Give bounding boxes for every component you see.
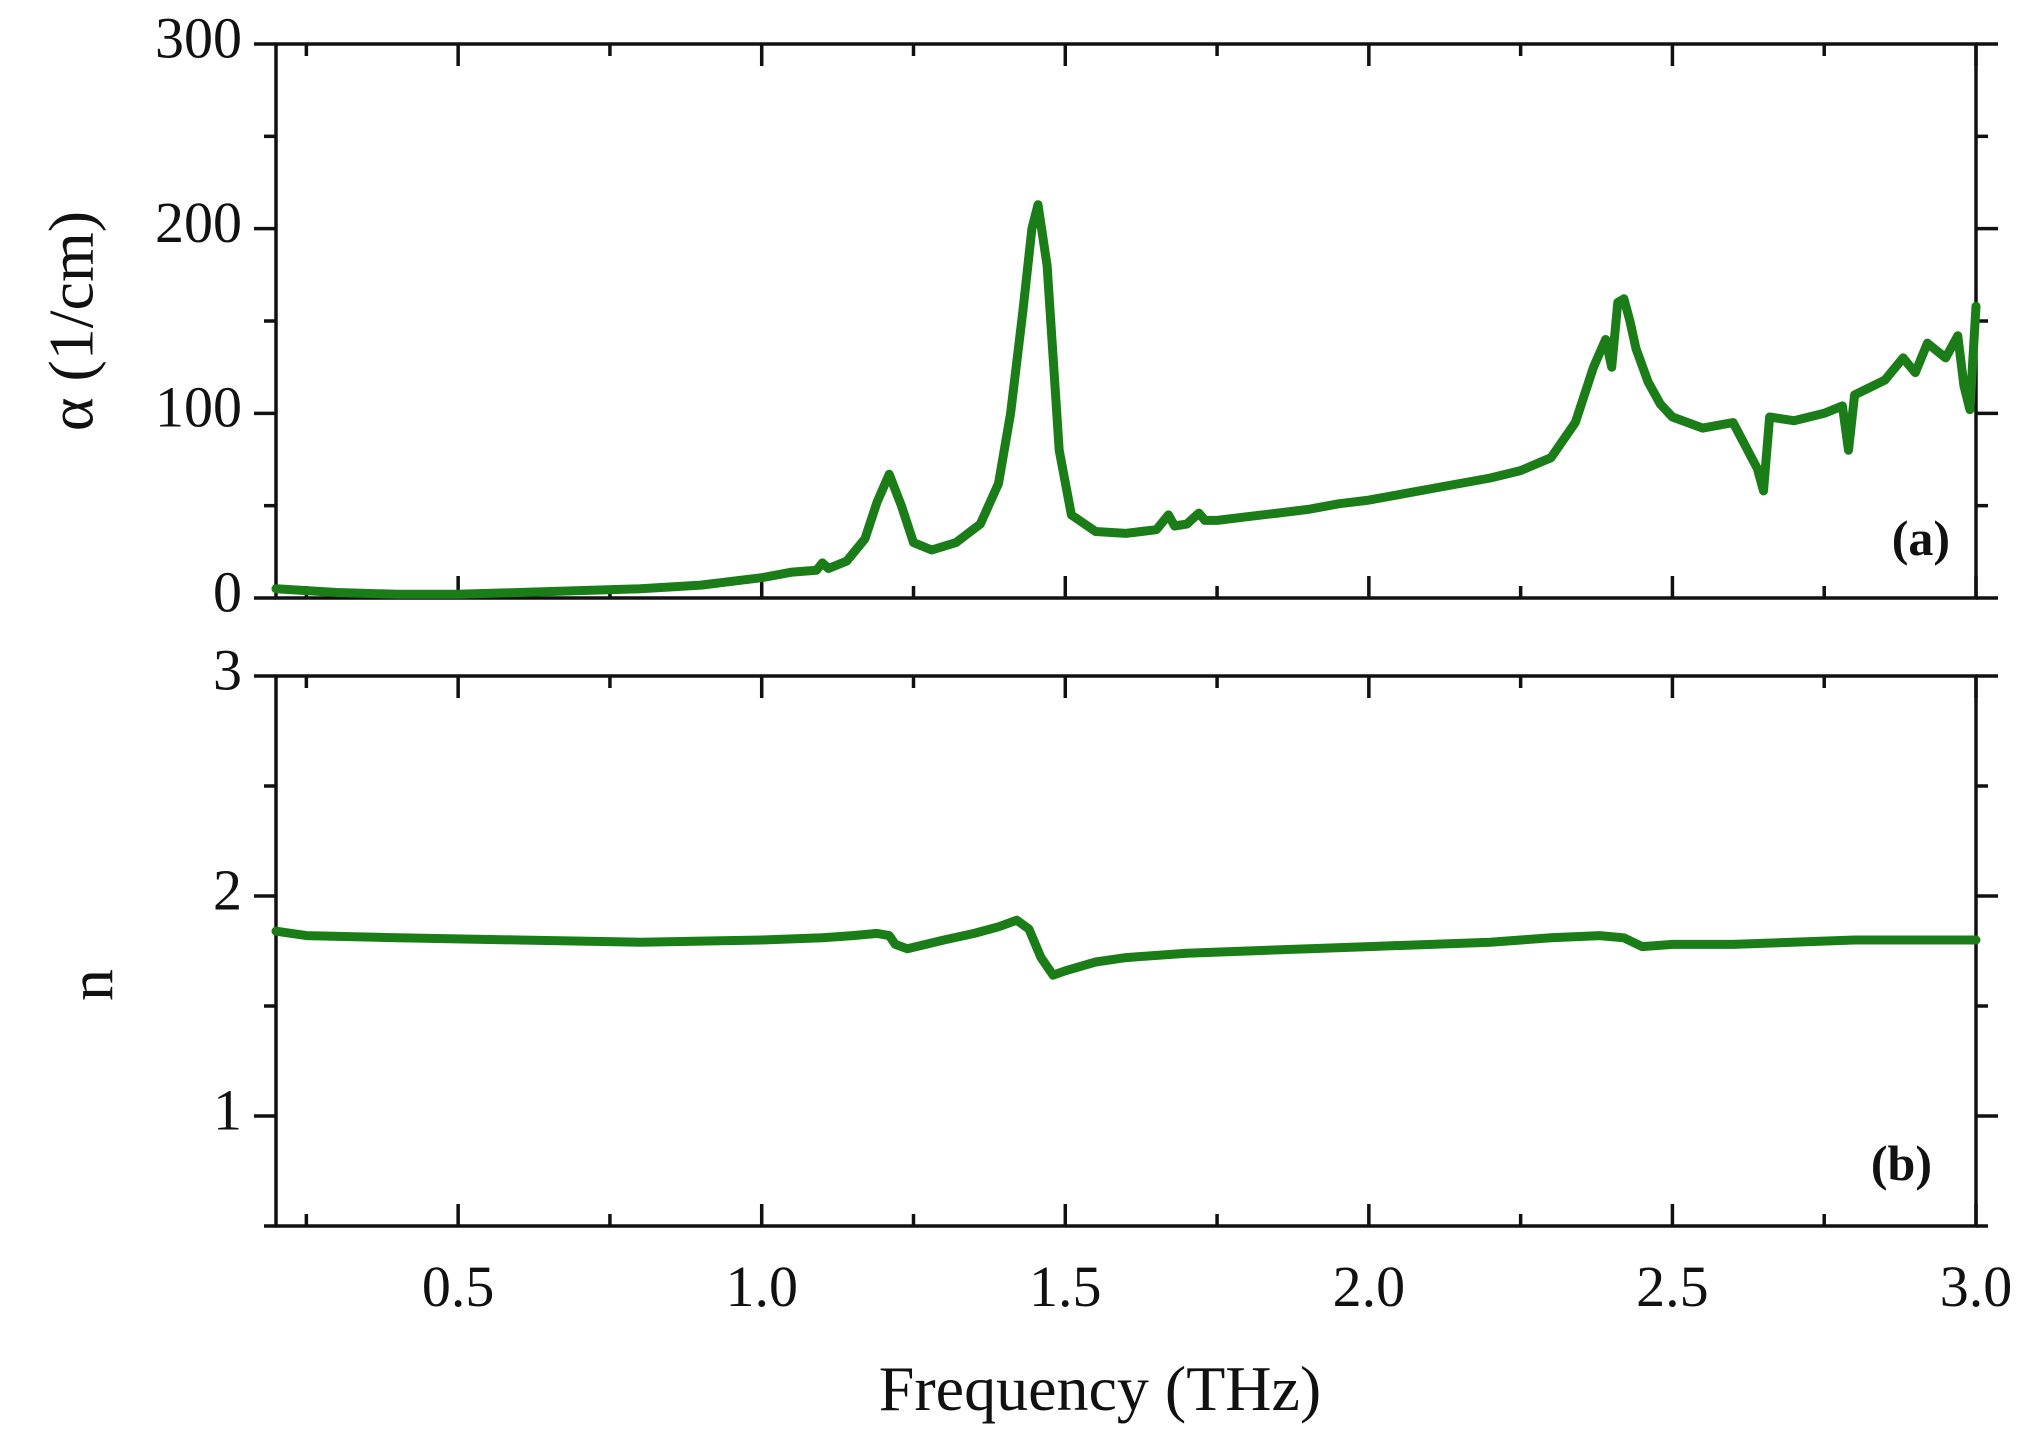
panel-b-x-tick-label: 2.0 (1333, 1254, 1406, 1319)
panel-b-y-tick-label: 3 (213, 637, 242, 702)
panel-a-y-tick-label: 300 (155, 5, 242, 70)
panel-b-label: (b) (1871, 1135, 1932, 1191)
panel-b-x-tick-labels: 0.5 1.0 1.5 2.0 2.5 3.0 (422, 1254, 2012, 1319)
panel-b-y-tick-labels: 1 2 3 (213, 637, 242, 1142)
panel-a-y-axis-title: α (1/cm) (36, 211, 107, 431)
panel-b-x-tick-label: 2.5 (1636, 1254, 1709, 1319)
panel-a-y-tick-labels: 0 100 200 300 (155, 5, 242, 624)
panel-a-y-tick-label: 200 (155, 190, 242, 255)
panel-b-x-tick-label: 3.0 (1940, 1254, 2013, 1319)
panel-a-label: (a) (1892, 510, 1950, 566)
panel-b-n-series-line (271, 915, 1981, 980)
panel-b-x-tick-label: 1.0 (725, 1254, 798, 1319)
panel-a-absorption: 0 100 200 300 α (1/cm) (a) (36, 5, 1998, 624)
panel-b-y-tick-label: 1 (213, 1077, 242, 1142)
panel-b-x-tick-label: 1.5 (1029, 1254, 1102, 1319)
x-axis-title: Frequency (THz) (879, 1353, 1321, 1424)
panel-a-y-tick-label: 0 (213, 559, 242, 624)
panel-b-ticks (254, 674, 1998, 1228)
panel-a-y-tick-label: 100 (155, 375, 242, 440)
panel-a-alpha-series-line (271, 200, 1981, 599)
panel-b-refractive-index: 1 2 3 0.5 1.0 1.5 2.0 2.5 3.0 n (b) (56, 637, 2013, 1319)
panel-b-y-axis-title: n (56, 969, 127, 1001)
panel-b-y-tick-label: 2 (213, 857, 242, 922)
panel-b-x-tick-label: 0.5 (422, 1254, 495, 1319)
panel-b-frame (274, 674, 1978, 1228)
